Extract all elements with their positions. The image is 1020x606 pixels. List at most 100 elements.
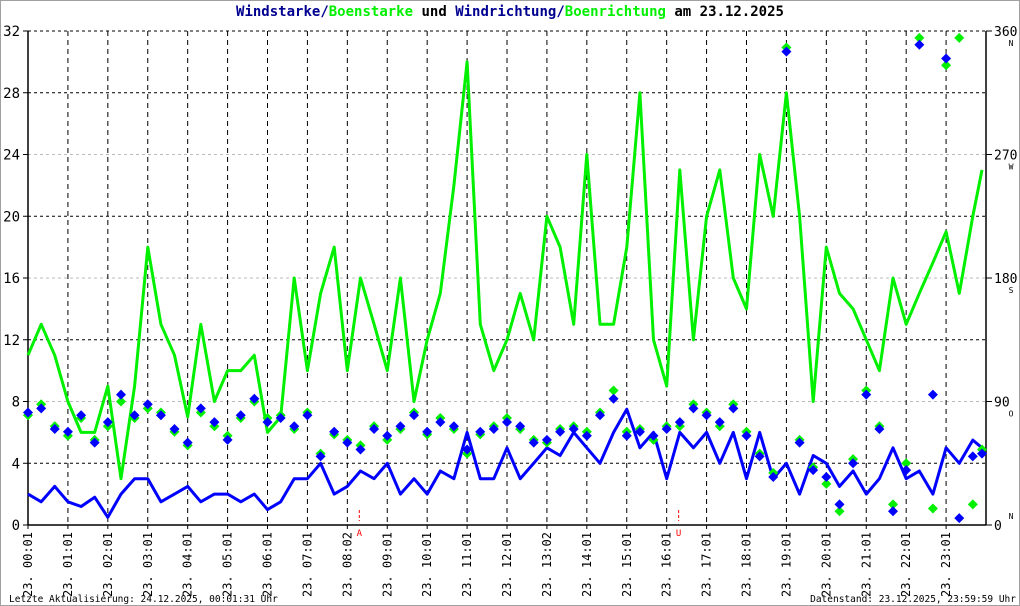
- direction-point-windrichtung: [169, 423, 180, 434]
- y-tick-label-left: 8: [12, 395, 20, 411]
- x-tick-label: 23. 14:01: [580, 532, 594, 597]
- direction-point-windrichtung: [502, 417, 512, 428]
- direction-point-windrichtung: [901, 465, 912, 476]
- direction-point-windrichtung: [768, 471, 779, 482]
- direction-point-windrichtung: [541, 434, 552, 445]
- x-tick-label: 23. 19:01: [779, 532, 793, 597]
- x-tick-label: 23. 15:01: [620, 532, 634, 597]
- sun-marker-label: U: [676, 529, 681, 539]
- compass-label: S: [1009, 286, 1014, 295]
- direction-point-windrichtung: [701, 410, 712, 421]
- direction-point-windrichtung: [355, 444, 366, 455]
- title-sep2: /: [556, 4, 565, 20]
- direction-point-windrichtung: [275, 412, 286, 423]
- compass-label: W: [1009, 163, 1014, 172]
- direction-point-windrichtung: [195, 403, 206, 414]
- x-tick-label: 23. 06:01: [261, 532, 275, 597]
- y-tick-label-right: 90: [994, 396, 1010, 411]
- x-tick-label: 23. 10:01: [420, 532, 434, 597]
- y-tick-label-left: 12: [3, 333, 20, 349]
- direction-point-windrichtung: [448, 421, 459, 432]
- direction-point-boenrichtung: [608, 385, 619, 396]
- direction-point-windrichtung: [555, 426, 566, 437]
- direction-point-windrichtung: [62, 426, 73, 437]
- compass-label: N: [1009, 39, 1014, 48]
- direction-point-boenrichtung: [834, 506, 845, 517]
- direction-point-windrichtung: [182, 437, 193, 448]
- x-tick-label: 23. 17:01: [700, 532, 714, 597]
- direction-point-windrichtung: [595, 410, 606, 421]
- direction-point-boenrichtung: [914, 32, 925, 43]
- direction-point-windrichtung: [315, 451, 326, 462]
- direction-point-windrichtung: [249, 393, 260, 404]
- direction-point-windrichtung: [754, 451, 765, 462]
- direction-point-windrichtung: [515, 421, 526, 432]
- direction-point-windrichtung: [422, 426, 433, 437]
- title-wind: Windstarke: [236, 4, 321, 20]
- direction-point-windrichtung: [435, 417, 446, 428]
- direction-point-windrichtung: [382, 430, 393, 441]
- y-tick-label-right: 0: [994, 519, 1002, 534]
- direction-point-windrichtung: [661, 423, 672, 434]
- direction-point-windrichtung: [781, 46, 792, 57]
- y-tick-label-right: 180: [994, 272, 1017, 287]
- direction-point-windrichtung: [342, 437, 353, 448]
- x-tick-label: 23. 07:01: [300, 532, 314, 597]
- direction-point-windrichtung: [209, 417, 220, 428]
- x-tick-label: 23. 20:01: [819, 532, 833, 597]
- direction-point-boenrichtung: [967, 499, 978, 510]
- x-tick-label: 23. 22:01: [899, 532, 913, 597]
- title-sep1: /: [320, 4, 329, 20]
- y-tick-label-left: 28: [3, 86, 20, 102]
- y-tick-label-right: 360: [994, 25, 1017, 40]
- x-tick-label: 23. 01:01: [61, 532, 75, 597]
- direction-point-windrichtung: [142, 399, 153, 410]
- direction-point-windrichtung: [741, 430, 752, 441]
- direction-point-boenrichtung: [901, 458, 912, 469]
- title-date: am 23.12.2025: [665, 4, 784, 20]
- direction-point-windrichtung: [102, 417, 113, 428]
- direction-point-boenrichtung: [116, 396, 127, 407]
- x-tick-label: 23. 05:01: [221, 532, 235, 597]
- y-tick-label-left: 16: [3, 271, 20, 287]
- direction-point-windrichtung: [581, 430, 592, 441]
- title-direction: Windrichtung: [455, 4, 557, 20]
- direction-point-windrichtung: [887, 506, 898, 517]
- direction-point-windrichtung: [608, 393, 619, 404]
- direction-point-windrichtung: [634, 426, 645, 437]
- direction-point-windrichtung: [155, 410, 166, 421]
- direction-point-windrichtung: [116, 389, 127, 400]
- direction-point-windrichtung: [941, 53, 952, 64]
- data-timestamp-text: Datenstand: 23.12.2025, 23:59:59 Uhr: [810, 594, 1016, 605]
- direction-point-windrichtung: [488, 423, 499, 434]
- direction-point-windrichtung: [76, 410, 87, 421]
- x-tick-label: 23. 21:01: [859, 532, 873, 597]
- x-tick-label: 23. 11:01: [460, 532, 474, 597]
- direction-point-windrichtung: [235, 410, 246, 421]
- direction-point-windrichtung: [967, 451, 978, 462]
- last-update-text: Letzte Aktualisierung: 24.12.2025, 00:01…: [9, 594, 278, 605]
- direction-point-windrichtung: [289, 421, 300, 432]
- direction-point-windrichtung: [36, 403, 47, 414]
- direction-point-boenrichtung: [887, 499, 898, 510]
- direction-point-windrichtung: [621, 430, 632, 441]
- direction-point-windrichtung: [408, 410, 419, 421]
- direction-point-windrichtung: [302, 410, 313, 421]
- direction-point-windrichtung: [395, 421, 406, 432]
- x-tick-label: 23. 23:01: [939, 532, 953, 597]
- direction-point-windrichtung: [462, 444, 473, 455]
- direction-point-windrichtung: [714, 417, 725, 428]
- chart-title: Windstarke/Boenstarke und Windrichtung/B…: [0, 4, 1020, 20]
- x-tick-label: 23. 00:01: [21, 532, 35, 597]
- title-gust: Boenstarke: [328, 4, 414, 20]
- direction-point-windrichtung: [808, 465, 819, 476]
- x-tick-label: 23. 02:01: [101, 532, 115, 597]
- title-mid: und: [413, 4, 456, 20]
- direction-point-windrichtung: [23, 407, 33, 418]
- direction-point-windrichtung: [728, 403, 739, 414]
- direction-point-windrichtung: [834, 499, 845, 510]
- direction-point-boenrichtung: [927, 503, 938, 514]
- direction-point-windrichtung: [222, 434, 233, 445]
- y-tick-label-left: 20: [3, 209, 20, 225]
- direction-point-windrichtung: [874, 423, 885, 434]
